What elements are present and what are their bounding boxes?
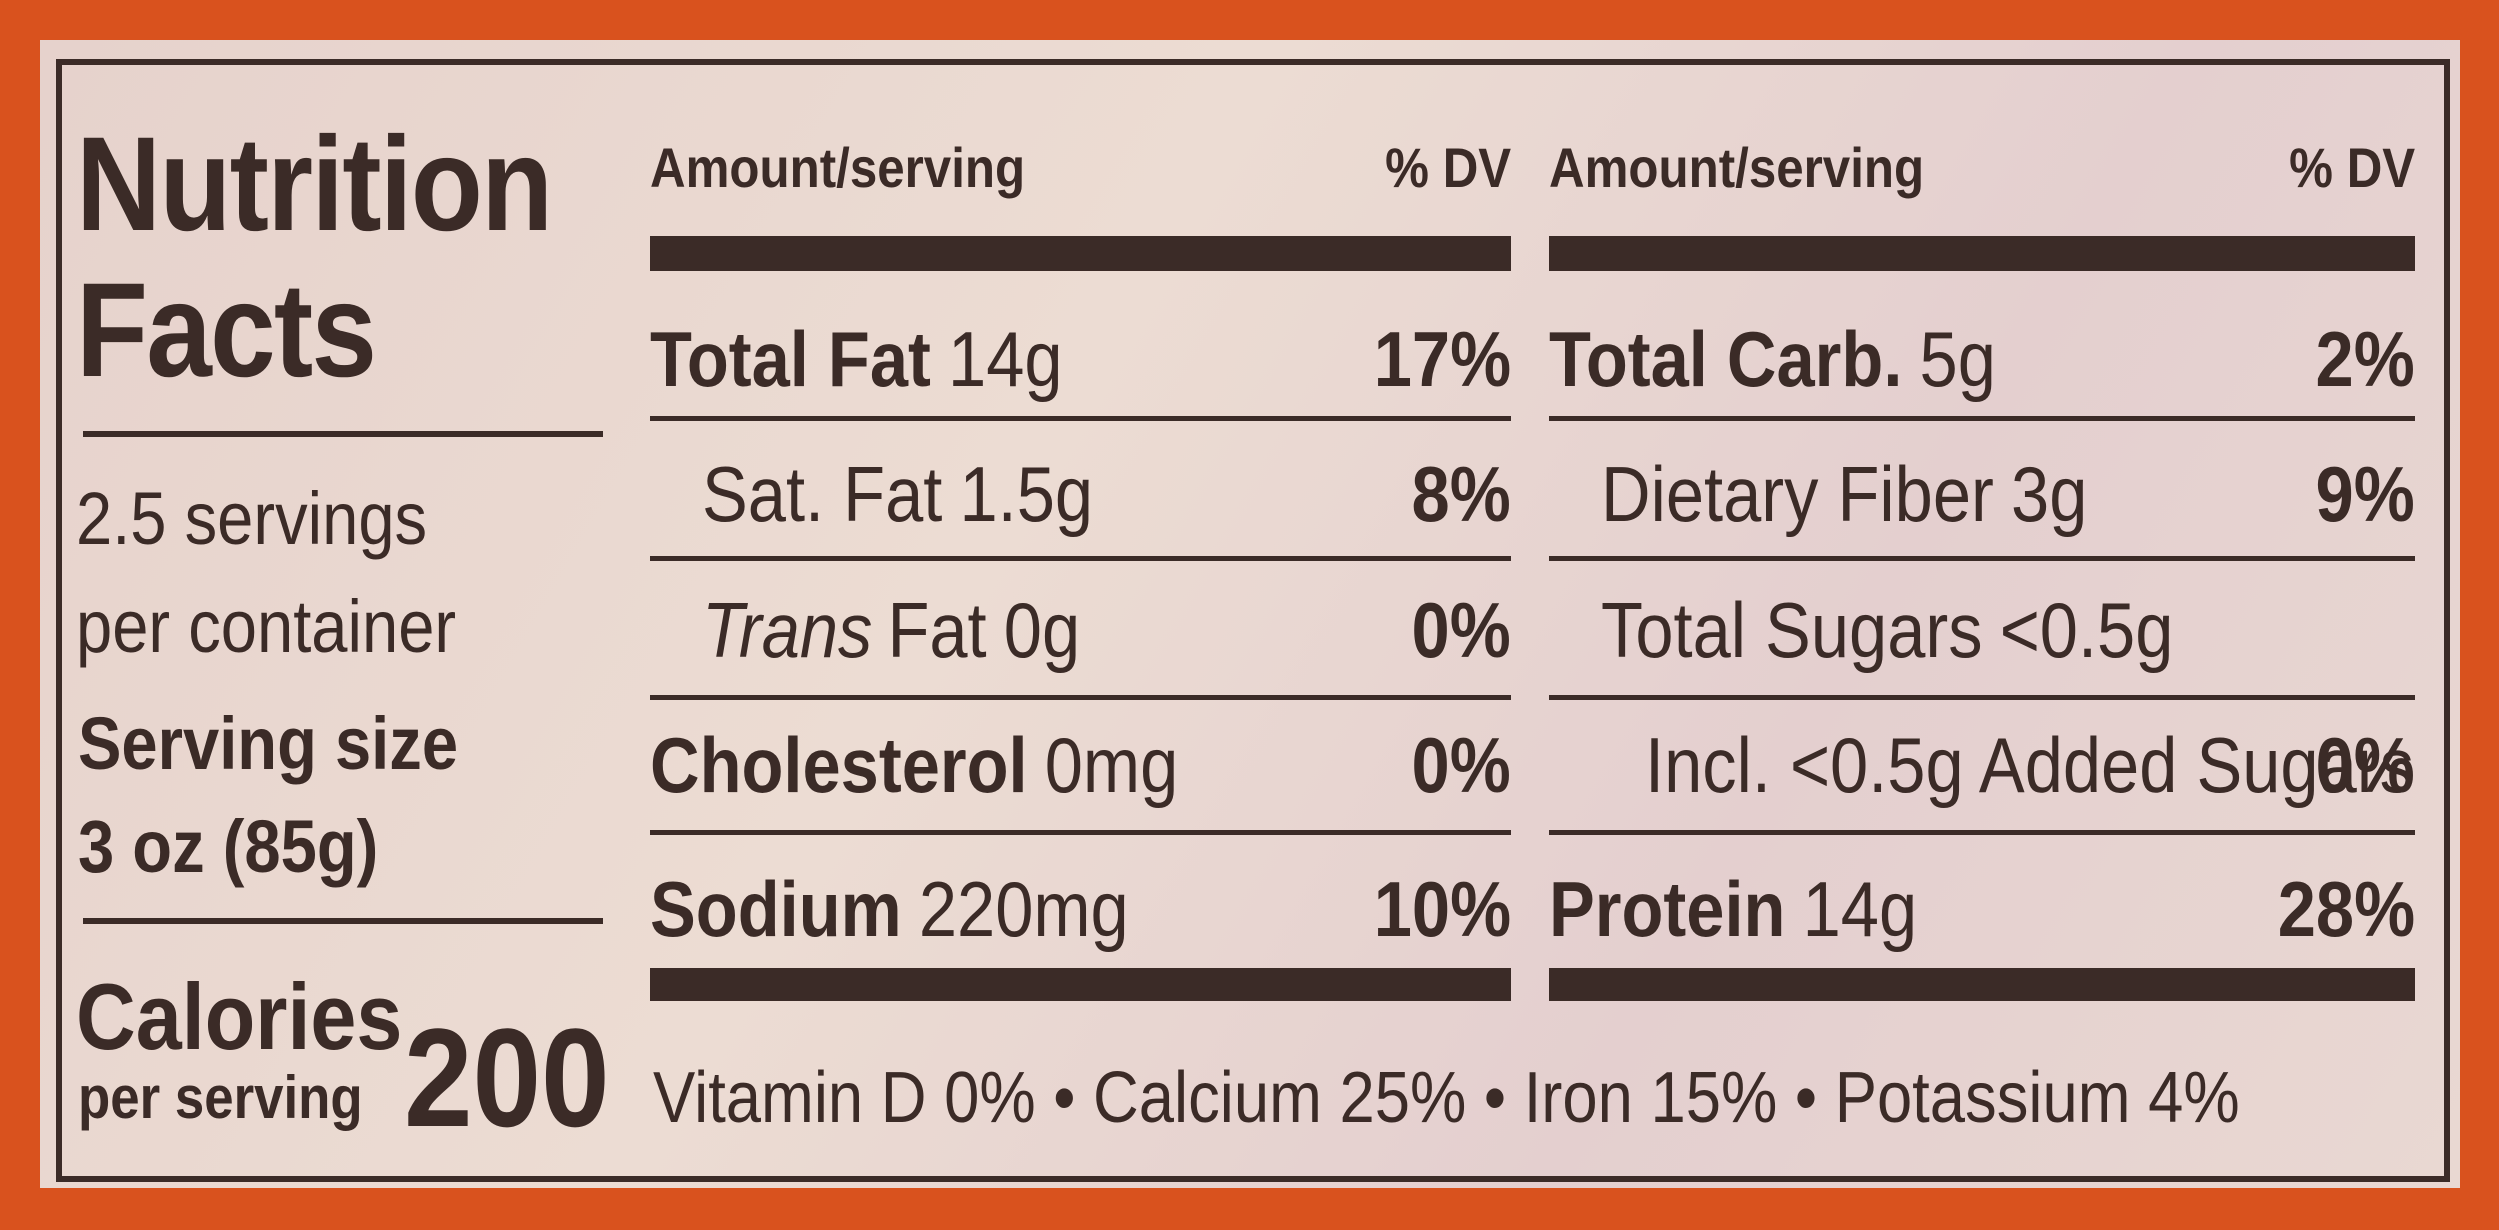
nutrient-amount: 14g xyxy=(948,315,1063,403)
daily-value: 0% xyxy=(1411,586,1511,674)
daily-value: 28% xyxy=(2277,865,2415,953)
rule xyxy=(83,431,603,437)
nutrient-amount: 3g xyxy=(2011,450,2088,538)
rule xyxy=(1549,830,2415,835)
column-header: % DV xyxy=(1385,136,1511,199)
daily-value: 17% xyxy=(1373,315,1511,403)
title: Nutrition Facts xyxy=(76,110,553,405)
daily-value: 9% xyxy=(2315,450,2415,538)
nutrient-name: Incl. <0.5g Added Sugars xyxy=(1645,721,2414,809)
nutrient-amount: 0g xyxy=(1003,586,1081,674)
calories-label: Calories xyxy=(76,964,403,1069)
rule xyxy=(83,918,603,924)
serving-size-value: 3 oz (85g) xyxy=(78,805,379,888)
nutrient-row: Total Fat 14g xyxy=(650,320,1063,398)
daily-value: 0% xyxy=(1411,721,1511,809)
column-header: Amount/serving xyxy=(650,136,1026,199)
servings: 2.5 servings xyxy=(76,477,428,560)
rule xyxy=(1549,416,2415,421)
daily-value: 0% xyxy=(2315,721,2415,809)
calories-value: 200 xyxy=(404,999,610,1156)
nutrient-name: Total Fat xyxy=(650,315,931,403)
nutrient-name: Sodium xyxy=(650,865,902,953)
nutrient-name: Cholesterol xyxy=(650,721,1028,809)
thick-rule xyxy=(1549,968,2415,1001)
daily-value: 8% xyxy=(1411,450,1511,538)
serving-size-label: Serving size xyxy=(78,702,459,785)
daily-value: 2% xyxy=(2315,315,2415,403)
servings: per container xyxy=(76,585,457,668)
nutrient-row: Protein 14g xyxy=(1549,870,1917,948)
rule xyxy=(650,830,1511,835)
nutrient-amount: 0mg xyxy=(1044,721,1179,809)
nutrient-row: Cholesterol 0mg xyxy=(650,726,1178,804)
daily-value: 10% xyxy=(1373,865,1511,953)
label-frame xyxy=(56,59,2450,1182)
nutrient-row: Sodium 220mg xyxy=(650,870,1129,948)
column-header: % DV xyxy=(2289,136,2415,199)
thick-rule xyxy=(650,236,1511,271)
nutrient-amount: 220mg xyxy=(918,865,1129,953)
rule xyxy=(650,556,1511,561)
nutrient-amount: <0.5g xyxy=(1999,586,2174,674)
calories-sublabel: per serving xyxy=(78,1064,363,1131)
nutrient-name: Total Carb. xyxy=(1549,315,1903,403)
nutrient-amount: 14g xyxy=(1802,865,1918,953)
nutrient-name-italic: Trans xyxy=(702,586,873,674)
nutrient-name: Total Sugars xyxy=(1601,586,1983,674)
nutrient-row: Trans Fat 0g xyxy=(702,591,1080,669)
nutrient-row: Dietary Fiber 3g xyxy=(1601,455,2087,533)
column-header: Amount/serving xyxy=(1549,136,1925,199)
thick-rule xyxy=(650,968,1511,1001)
nutrient-name: Sat. Fat xyxy=(702,450,943,538)
rule xyxy=(1549,556,2415,561)
rule xyxy=(1549,695,2415,700)
thick-rule xyxy=(1549,236,2415,271)
nutrient-amount: 1.5g xyxy=(959,450,1094,538)
rule xyxy=(650,416,1511,421)
nutrient-name: Protein xyxy=(1549,865,1786,953)
nutrient-row: Total Carb. 5g xyxy=(1549,320,1996,398)
rule xyxy=(650,695,1511,700)
nutrient-row: Sat. Fat 1.5g xyxy=(702,455,1093,533)
nutrient-row: Total Sugars <0.5g xyxy=(1601,591,2173,669)
footer: Vitamin D 0% • Calcium 25% • Iron 15% • … xyxy=(653,1058,2240,1138)
nutrient-name: Dietary Fiber xyxy=(1601,450,1994,538)
nutrient-row: Incl. <0.5g Added Sugars xyxy=(1645,726,2414,804)
nutrient-name: Fat xyxy=(887,586,987,674)
nutrient-amount: 5g xyxy=(1919,315,1996,403)
